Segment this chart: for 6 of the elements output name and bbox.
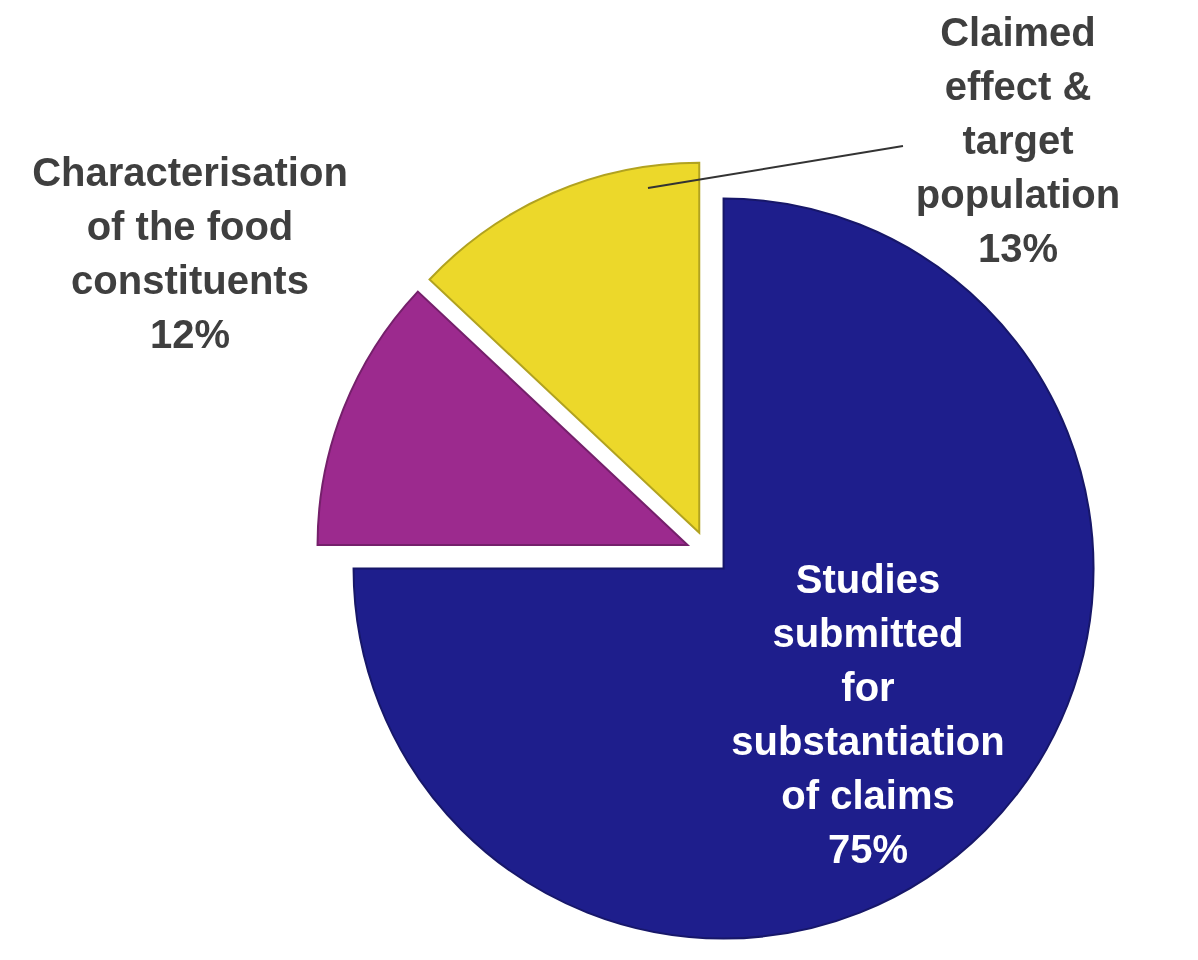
slice-label: Claimed effect & target population xyxy=(915,10,1121,216)
data-label: 13% xyxy=(977,226,1059,270)
data-label: 12% xyxy=(149,312,231,356)
slice-label: Characterisation of the food constituents xyxy=(32,150,348,302)
data-label: 75% xyxy=(827,827,909,871)
slice-label: Studies submitted for substantiation of claims xyxy=(731,557,1005,817)
